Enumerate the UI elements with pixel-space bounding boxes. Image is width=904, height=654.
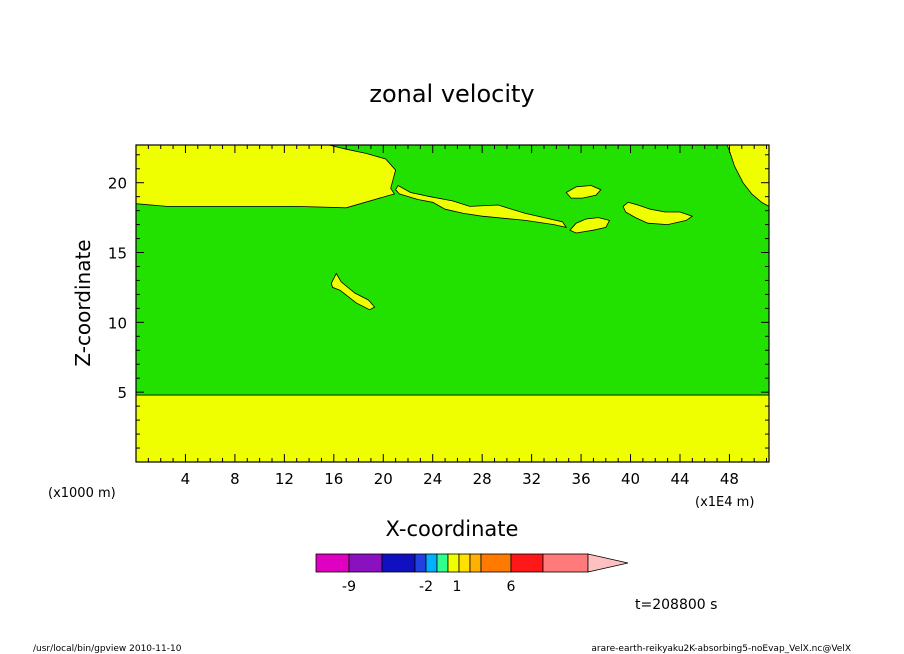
x-axis-label: X-coordinate	[386, 517, 519, 541]
x-tick-label: 4	[181, 470, 191, 488]
x-tick-label: 28	[473, 470, 492, 488]
contour-region-island-low	[330, 272, 376, 311]
plot-frame	[135, 144, 770, 463]
x-tick-label: 36	[572, 470, 591, 488]
colorbar-swatch	[480, 553, 512, 573]
contour-region-island-upper	[395, 184, 568, 229]
colorbar-swatch	[436, 553, 449, 573]
footer-right: arare-earth-reikyaku2K-absorbing5-noEvap…	[591, 644, 851, 654]
x-tick-label: 48	[720, 470, 739, 488]
x-unit-right: (x1E4 m)	[695, 495, 754, 510]
x-tick-label: 32	[522, 470, 541, 488]
x-tick-label: 20	[374, 470, 393, 488]
colorbar: -9 -2 1 6	[315, 553, 629, 595]
colorbar-label: -9	[342, 579, 356, 595]
colorbar-swatch	[425, 553, 438, 573]
x-tick-label: 24	[423, 470, 442, 488]
contour-region-middle-green	[135, 144, 770, 396]
y-tick-label: 20	[108, 175, 127, 193]
x-tick-label: 44	[670, 470, 689, 488]
y-tick-label: 10	[108, 314, 127, 332]
x-tick-label: 40	[621, 470, 640, 488]
x-tick-label: 8	[230, 470, 240, 488]
colorbar-extend-arrow	[587, 553, 629, 573]
contour-region-island-small-a	[565, 185, 602, 199]
colorbar-swatch	[447, 553, 460, 573]
y-axis-label: Z-coordinate	[71, 239, 95, 366]
x-tick-label: 12	[275, 470, 294, 488]
footer-left: /usr/local/bin/gpview 2010-11-10	[33, 644, 182, 654]
colorbar-swatch	[458, 553, 471, 573]
contour-region-lower-layer	[135, 394, 770, 463]
chart-title: zonal velocity	[369, 80, 534, 108]
colorbar-swatch	[348, 553, 383, 573]
contour-region-island-small-b	[569, 217, 611, 234]
colorbar-label: 6	[507, 579, 516, 595]
contour-regions	[135, 144, 770, 463]
colorbar-swatch	[315, 553, 350, 573]
contour-region-island-small-c	[622, 201, 694, 226]
colorbar-swatch	[414, 553, 427, 573]
colorbar-swatch	[510, 553, 544, 573]
x-unit-left: (x1000 m)	[48, 486, 116, 501]
colorbar-swatch	[542, 553, 589, 573]
colorbar-swatch	[381, 553, 416, 573]
y-tick-label: 5	[117, 384, 127, 402]
y-tick-label: 15	[108, 245, 127, 263]
colorbar-label: 1	[453, 579, 462, 595]
colorbar-swatch	[469, 553, 482, 573]
x-tick-label: 16	[324, 470, 343, 488]
colorbar-label: -2	[419, 579, 433, 595]
time-label: t=208800 s	[635, 597, 717, 613]
